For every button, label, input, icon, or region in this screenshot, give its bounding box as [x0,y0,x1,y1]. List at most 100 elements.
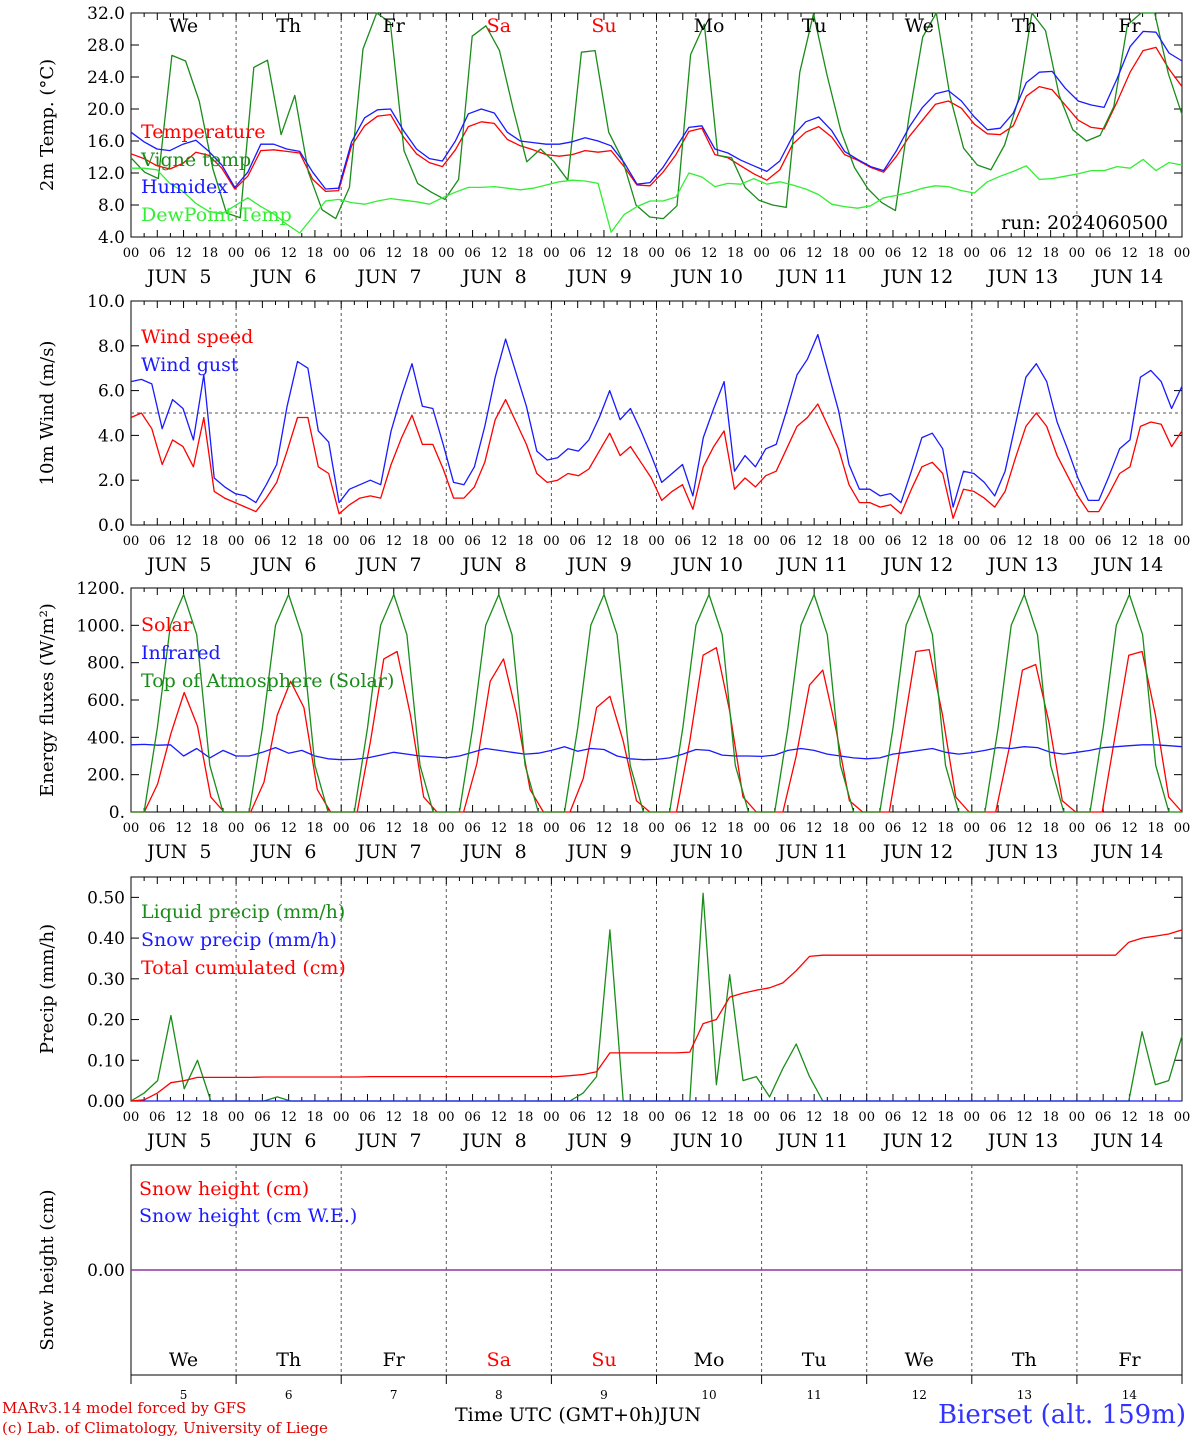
panel-frame [130,587,1183,813]
hour-tick-label: 18 [727,246,744,261]
weekday-label: Fr [383,15,406,37]
hour-tick-label: 06 [569,821,586,836]
weekday-label: Su [591,1349,616,1371]
hour-tick-label: 12 [385,821,402,836]
series-line-humidex [130,30,1183,190]
hour-tick-label: 18 [832,1110,849,1125]
hour-tick-label: 00 [228,1110,245,1125]
hour-tick-label: 18 [412,246,429,261]
series-line-top-of-atmosphere-solar- [131,593,1182,813]
hour-tick-label: 06 [885,1110,902,1125]
hour-tick-label: 06 [885,246,902,261]
date-label: JUN 13 [986,554,1058,576]
legend-entry: Temperature [141,121,265,143]
x-axis-title-month: JUN [660,1404,701,1426]
date-label: JUN 7 [355,841,421,863]
date-label: JUN 12 [881,554,953,576]
y-axis-label: Snow height (cm) [37,1189,58,1350]
hour-tick-label: 00 [1069,821,1086,836]
hour-tick-label: 18 [832,821,849,836]
hour-tick-label: 00 [1174,821,1191,836]
hour-tick-label: 06 [254,246,271,261]
hour-tick-label: 12 [280,821,297,836]
hour-tick-label: 00 [648,246,665,261]
model-credit: MARv3.14 model forced by GFS (c) Lab. of… [2,1398,328,1438]
hour-tick-label: 18 [832,534,849,549]
hour-tick-label: 00 [964,534,981,549]
day-number: 7 [390,1388,398,1402]
day-number: 11 [807,1388,822,1402]
hour-tick-label: 00 [438,821,455,836]
hour-tick-label: 12 [806,1110,823,1125]
day-number: 6 [285,1388,293,1402]
hour-tick-label: 18 [727,534,744,549]
y-axis-label: Energy fluxes (W/m²) [37,603,58,797]
y-tick-label: 20.0 [87,100,125,120]
series-line-wind-speed [130,398,1183,519]
hour-tick-label: 00 [648,821,665,836]
hour-tick-label: 06 [990,534,1007,549]
hour-tick-label: 00 [438,246,455,261]
hour-tick-label: 06 [675,246,692,261]
series-line-wind-gust [130,333,1183,508]
series-line-temperature [130,46,1183,193]
y-axis-label: 10m Wind (m/s) [37,341,58,486]
hour-tick-label: 06 [780,534,797,549]
hour-tick-label: 00 [123,821,140,836]
hour-tick-label: 06 [990,1110,1007,1125]
weekday-label: Th [1012,15,1037,37]
date-label: JUN 11 [776,841,848,863]
date-label: JUN 7 [355,554,421,576]
hour-tick-label: 12 [491,246,508,261]
date-label: JUN 8 [460,554,526,576]
hour-tick-label: 12 [385,534,402,549]
hour-tick-label: 12 [175,1110,192,1125]
weekday-label: Fr [1118,15,1141,37]
legend-entry: Vigne temp [140,149,251,171]
hour-tick-label: 06 [149,821,166,836]
hour-tick-label: 12 [596,534,613,549]
hour-tick-label: 00 [964,821,981,836]
date-label: JUN 8 [460,841,526,863]
date-label: JUN 11 [776,554,848,576]
date-label: JUN 8 [460,1130,526,1152]
hour-tick-label: 06 [254,1110,271,1125]
hour-tick-label: 18 [937,821,954,836]
y-tick-label: 600. [87,691,125,711]
legend-entry: Total cumulated (cm) [141,957,346,979]
panel-precip [130,876,1183,1102]
credit-line-1: MARv3.14 model forced by GFS [2,1399,247,1417]
hour-tick-label: 18 [517,246,534,261]
hour-tick-label: 06 [990,821,1007,836]
y-tick-label: 28.0 [87,36,125,56]
hour-tick-label: 06 [464,1110,481,1125]
hour-tick-label: 12 [701,534,718,549]
hour-tick-label: 18 [832,246,849,261]
weekday-label: Fr [1118,1349,1141,1371]
date-label: JUN 14 [1091,266,1163,288]
weekday-label: We [905,15,934,37]
hour-tick-label: 12 [491,534,508,549]
hour-tick-label: 12 [701,821,718,836]
y-tick-label: 0. [109,803,125,823]
hour-tick-label: 00 [753,534,770,549]
hour-tick-label: 00 [543,534,560,549]
y-tick-label: 16.0 [87,132,125,152]
hour-tick-label: 06 [569,1110,586,1125]
hour-tick-label: 18 [1147,534,1164,549]
hour-tick-label: 06 [254,821,271,836]
hour-tick-label: 00 [753,1110,770,1125]
legend-entry: Snow precip (mm/h) [141,929,337,951]
hour-tick-label: 18 [412,534,429,549]
y-tick-label: 0.10 [87,1051,125,1071]
legend-entry: Snow height (cm) [139,1178,309,1200]
hour-tick-label: 06 [464,534,481,549]
date-label: JUN 10 [671,841,743,863]
hour-tick-label: 12 [175,534,192,549]
hour-tick-label: 00 [123,534,140,549]
date-label: JUN 10 [671,1130,743,1152]
hour-tick-label: 12 [911,534,928,549]
y-axis-label: Precip (mm/h) [37,924,58,1054]
hour-tick-label: 12 [280,1110,297,1125]
credit-line-2: (c) Lab. of Climatology, University of L… [2,1419,328,1437]
